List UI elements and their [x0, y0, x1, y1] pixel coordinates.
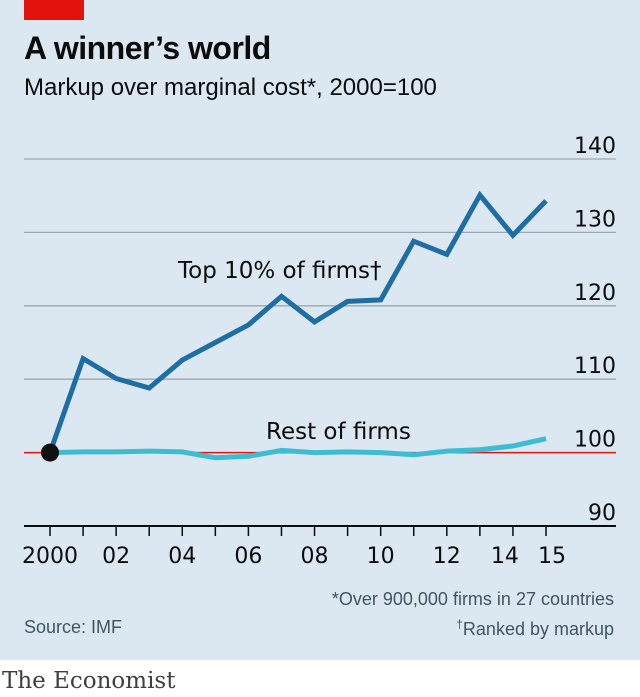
x-tick-label-04: 04 — [168, 544, 196, 569]
footnote-asterisk: *Over 900,000 firms in 27 countries — [331, 589, 614, 609]
y-tick-label-120: 120 — [574, 281, 616, 306]
chart-title: A winner’s world — [24, 30, 271, 66]
y-tick-label-130: 130 — [574, 207, 616, 232]
origin-point-2000 — [41, 443, 59, 462]
source-note: Source: IMF — [24, 617, 123, 637]
y-axis-ticks: 90 100 110 120 130 140 — [574, 134, 616, 526]
x-tick-label-08: 08 — [301, 544, 329, 569]
y-tick-label-90: 90 — [588, 501, 616, 526]
chart-panel — [0, 0, 640, 660]
x-tick-label-14: 14 — [491, 544, 519, 569]
x-axis: 2000 02 04 06 08 10 12 14 15 — [22, 526, 566, 569]
x-tick-label-2000: 2000 — [22, 544, 78, 569]
x-tick-label-12: 12 — [433, 544, 461, 569]
brand-red-tag — [24, 0, 84, 20]
series-label-top: Top 10% of firms† — [177, 258, 381, 284]
chart-subtitle: Markup over marginal cost*, 2000=100 — [24, 74, 437, 101]
series-lines — [41, 190, 548, 462]
series-label-rest: Rest of firms — [266, 419, 411, 445]
economist-logo: The Economist — [2, 668, 176, 694]
y-tick-label-100: 100 — [574, 428, 616, 453]
y-tick-label-110: 110 — [574, 354, 616, 379]
footnote-dagger: †Ranked by markup — [456, 617, 614, 640]
x-tick-label-02: 02 — [102, 544, 130, 569]
x-tick-label-06: 06 — [234, 544, 262, 569]
line-chart: 90 100 110 120 130 140 2000 02 04 06 08 10 12 14 15 T… — [22, 134, 616, 569]
series-line-rest-of-firms — [49, 436, 547, 461]
grid-lines — [24, 158, 616, 527]
x-tick-label-10: 10 — [367, 544, 395, 569]
dagger-mark: † — [456, 617, 463, 631]
series-line-top-10-percent — [47, 190, 548, 454]
dagger-text: Ranked by markup — [462, 619, 614, 639]
x-tick-label-15: 15 — [538, 544, 566, 569]
y-tick-label-140: 140 — [574, 134, 616, 159]
